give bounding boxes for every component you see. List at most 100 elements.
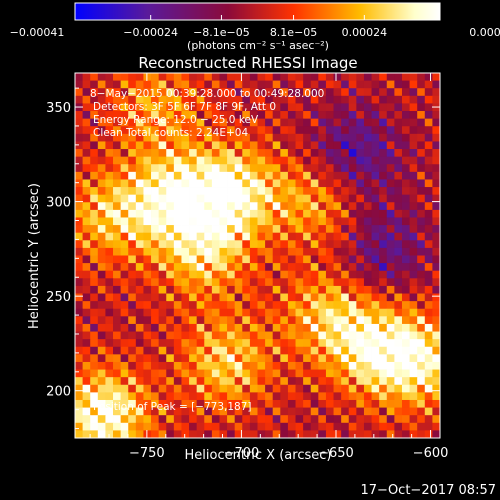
heatmap-cell xyxy=(348,171,357,180)
heatmap-cell xyxy=(348,73,357,81)
heatmap-cell xyxy=(363,361,372,370)
heatmap-cell xyxy=(325,209,334,218)
heatmap-cell xyxy=(181,384,190,393)
heatmap-cell xyxy=(280,209,289,218)
heatmap-cell xyxy=(295,141,304,150)
heatmap-cell xyxy=(166,255,175,264)
heatmap-cell xyxy=(333,263,342,272)
heatmap-cell xyxy=(265,293,274,302)
heatmap-cell xyxy=(257,187,266,196)
heatmap-cell xyxy=(211,316,220,325)
heatmap-cell xyxy=(371,171,380,180)
heatmap-cell xyxy=(97,285,106,294)
heatmap-cell xyxy=(417,111,426,120)
heatmap-cell xyxy=(128,422,137,431)
heatmap-cell xyxy=(325,293,334,302)
heatmap-cell xyxy=(280,323,289,332)
heatmap-cell xyxy=(189,247,198,256)
heatmap-cell xyxy=(333,126,342,135)
heatmap-cell xyxy=(151,187,160,196)
heatmap-cell xyxy=(158,255,167,264)
heatmap-cell xyxy=(272,171,281,180)
heatmap-cell xyxy=(287,339,296,348)
heatmap-cell xyxy=(196,171,205,180)
heatmap-cell xyxy=(75,232,83,241)
heatmap-cell xyxy=(310,126,319,135)
heatmap-cell xyxy=(265,133,274,142)
heatmap-cell xyxy=(280,384,289,393)
heatmap-cell xyxy=(386,346,395,355)
heatmap-cell xyxy=(341,407,350,416)
heatmap-cell xyxy=(386,187,395,196)
heatmap-cell xyxy=(280,156,289,165)
y-tick-label: 300 xyxy=(46,196,71,211)
heatmap-cell xyxy=(234,118,243,127)
heatmap-cell xyxy=(303,126,312,135)
heatmap-cell xyxy=(386,293,395,302)
heatmap-cell xyxy=(303,118,312,127)
heatmap-cell xyxy=(158,354,167,363)
heatmap-cell xyxy=(135,202,144,211)
heatmap-cell xyxy=(310,80,319,89)
heatmap-cell xyxy=(97,240,106,249)
heatmap-cell xyxy=(75,194,83,203)
heatmap-cell xyxy=(181,111,190,120)
heatmap-cell xyxy=(257,270,266,279)
heatmap-cell xyxy=(82,255,91,264)
heatmap-cell xyxy=(143,377,152,386)
heatmap-cell xyxy=(417,103,426,112)
heatmap-cell xyxy=(181,316,190,325)
heatmap-cell xyxy=(135,430,144,439)
heatmap-cell xyxy=(341,361,350,370)
heatmap-cell xyxy=(196,232,205,241)
heatmap-cell xyxy=(325,278,334,287)
heatmap-cell xyxy=(105,278,114,287)
heatmap-cell xyxy=(333,384,342,393)
heatmap-cell xyxy=(189,316,198,325)
heatmap-cell xyxy=(173,225,182,234)
heatmap-cell xyxy=(325,354,334,363)
heatmap-cell xyxy=(97,217,106,226)
heatmap-cell xyxy=(409,415,418,424)
heatmap-cell xyxy=(287,73,296,81)
heatmap-cell xyxy=(401,194,410,203)
heatmap-cell xyxy=(356,392,365,401)
heatmap-cell xyxy=(113,194,122,203)
heatmap-cell xyxy=(204,278,213,287)
heatmap-cell xyxy=(204,422,213,431)
heatmap-cell xyxy=(303,293,312,302)
heatmap-cell xyxy=(379,232,388,241)
heatmap-cell xyxy=(287,316,296,325)
heatmap-cell xyxy=(211,293,220,302)
heatmap-cell xyxy=(166,111,175,120)
heatmap-cell xyxy=(356,103,365,112)
heatmap-cell xyxy=(196,285,205,294)
heatmap-cell xyxy=(417,194,426,203)
heatmap-cell xyxy=(234,171,243,180)
heatmap-cell xyxy=(120,232,129,241)
heatmap-cell xyxy=(242,301,251,310)
heatmap-cell xyxy=(158,80,167,89)
heatmap-cell xyxy=(310,240,319,249)
heatmap-cell xyxy=(90,240,99,249)
heatmap-cell xyxy=(356,225,365,234)
heatmap-cell xyxy=(417,399,426,408)
heatmap-cell xyxy=(424,361,433,370)
heatmap-cell xyxy=(189,323,198,332)
heatmap-cell xyxy=(409,240,418,249)
heatmap-cell xyxy=(189,88,198,97)
heatmap-cell xyxy=(401,225,410,234)
heatmap-cell xyxy=(379,73,388,81)
heatmap-cell xyxy=(310,103,319,112)
heatmap-cell xyxy=(189,339,198,348)
heatmap-cell xyxy=(265,126,274,135)
heatmap-cell xyxy=(432,316,441,325)
heatmap-cell xyxy=(341,141,350,150)
heatmap-cell xyxy=(90,430,99,439)
heatmap-cell xyxy=(151,80,160,89)
heatmap-cell xyxy=(90,209,99,218)
heatmap-cell xyxy=(401,346,410,355)
heatmap-cell xyxy=(166,202,175,211)
heatmap-cell xyxy=(386,164,395,173)
heatmap-cell xyxy=(151,179,160,188)
